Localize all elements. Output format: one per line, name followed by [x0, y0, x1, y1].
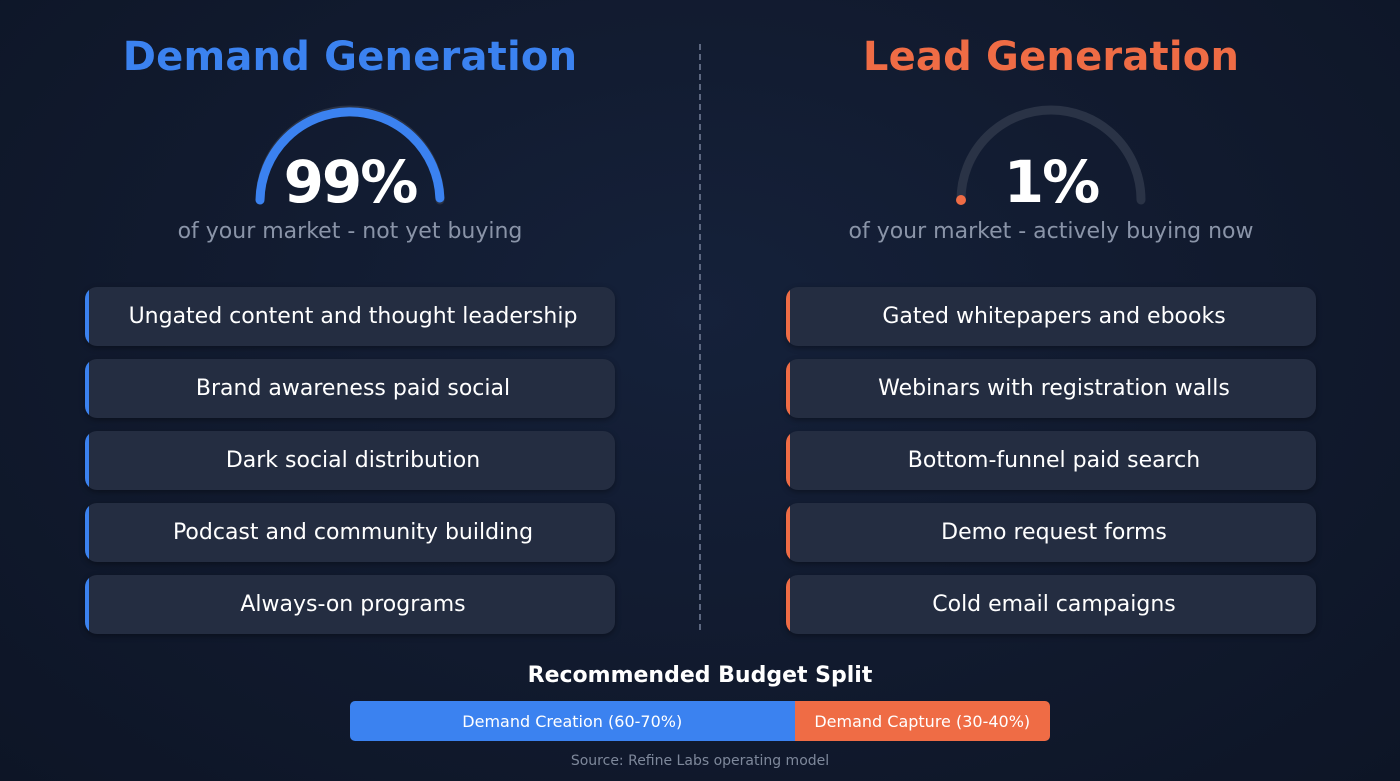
lead-tactics-list: Gated whitepapers and ebooks Webinars wi… — [786, 287, 1316, 647]
source-note: Source: Refine Labs operating model — [570, 753, 830, 769]
demand-tactic-card: Ungated content and thought leadership — [85, 287, 615, 346]
demand-creation-segment: Demand Creation (60-70%) — [350, 701, 795, 741]
budget-split-bar: Demand Creation (60-70%) Demand Capture … — [350, 701, 1050, 741]
lead-tactic-card: Bottom-funnel paid search — [786, 431, 1316, 490]
demand-capture-segment: Demand Capture (30-40%) — [794, 701, 1050, 741]
column-divider — [699, 44, 701, 630]
lead-gauge-value: 1% — [1003, 148, 1100, 216]
demand-generation-title: Demand Generation — [122, 34, 578, 80]
budget-split-title: Recommended Budget Split — [527, 663, 873, 688]
demand-gauge: 99% — [250, 100, 450, 216]
lead-tactic-card: Cold email campaigns — [786, 575, 1316, 634]
gauge-arc-icon — [255, 105, 445, 205]
demand-tactic-card: Podcast and community building — [85, 503, 615, 562]
demand-tactic-card: Brand awareness paid social — [85, 359, 615, 418]
lead-generation-title: Lead Generation — [862, 34, 1240, 80]
lead-gauge-caption: of your market - actively buying now — [848, 219, 1254, 244]
lead-tactic-card: Demo request forms — [786, 503, 1316, 562]
demand-tactic-card: Dark social distribution — [85, 431, 615, 490]
demand-gauge-caption: of your market - not yet buying — [177, 219, 523, 244]
lead-tactic-card: Gated whitepapers and ebooks — [786, 287, 1316, 346]
gauge-arc-icon — [956, 105, 1146, 205]
lead-tactic-card: Webinars with registration walls — [786, 359, 1316, 418]
demand-tactics-list: Ungated content and thought leadership B… — [85, 287, 615, 647]
lead-gauge: 1% — [951, 100, 1151, 216]
demand-tactic-card: Always-on programs — [85, 575, 615, 634]
demand-gauge-value: 99% — [283, 148, 419, 216]
